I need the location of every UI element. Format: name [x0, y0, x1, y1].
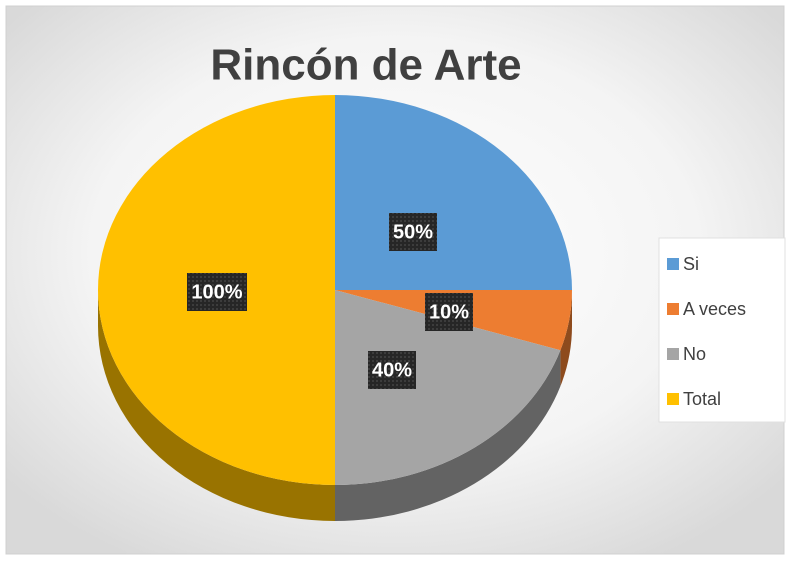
- legend-swatch: [667, 348, 679, 360]
- data-label-box: [368, 351, 416, 389]
- legend-label: Si: [683, 254, 699, 274]
- legend-label: No: [683, 344, 706, 364]
- legend-swatch: [667, 258, 679, 270]
- data-label: 50%: [393, 221, 433, 243]
- legend-label: A veces: [683, 299, 746, 319]
- slice-side: [98, 290, 335, 521]
- pie: [98, 95, 572, 521]
- data-label: 100%: [191, 281, 242, 303]
- legend-swatch: [667, 393, 679, 405]
- data-label-box: [389, 213, 437, 251]
- data-label: 40%: [372, 359, 412, 381]
- legend-label: Total: [683, 389, 721, 409]
- slice: [335, 290, 561, 485]
- legend-swatch: [667, 303, 679, 315]
- chart-title: Rincón de Arte: [210, 41, 521, 90]
- slice-side: [560, 290, 572, 387]
- legend: [658, 237, 786, 423]
- data-label-box: [425, 293, 473, 331]
- slice-side: [335, 350, 561, 521]
- data-label: 10%: [429, 301, 469, 323]
- data-label-box: [187, 273, 247, 311]
